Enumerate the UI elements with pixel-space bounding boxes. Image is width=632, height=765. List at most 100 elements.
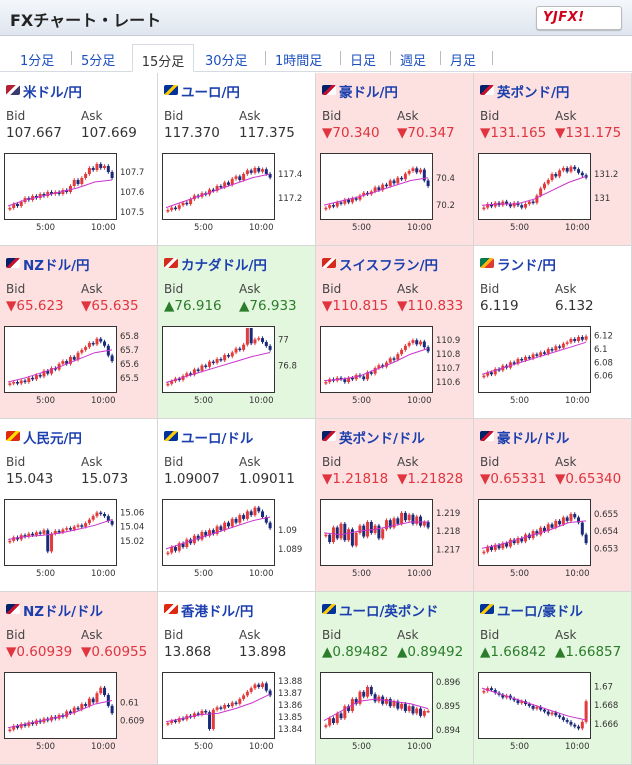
- pair-name[interactable]: 豪ドル/ドル: [497, 431, 570, 447]
- yjfx-logo[interactable]: YJFX!: [536, 6, 622, 30]
- ask-label: Ask: [81, 109, 103, 123]
- candle-body: [38, 532, 42, 534]
- candle-body: [343, 523, 347, 541]
- rate-cell[interactable]: 英ポンド/円 Bid Ask ▼131.165 ▼131.175 131.2 131 5:00…: [474, 73, 632, 246]
- pair-name[interactable]: ランド/円: [497, 258, 556, 274]
- bid-label: Bid: [480, 282, 500, 296]
- rate-cell[interactable]: ユーロ/円 Bid Ask 117.370 117.375 117.4 117.2 5:00 1…: [158, 73, 316, 246]
- pair-name[interactable]: 人民元/円: [23, 431, 82, 447]
- pair-name[interactable]: 英ポンド/ドル: [339, 431, 425, 447]
- mini-candle-chart[interactable]: 1.67 1.668 1.666 5:00 10:00: [478, 672, 628, 758]
- mini-candle-chart[interactable]: 1.219 1.218 1.217 5:00 10:00: [320, 499, 470, 585]
- rate-cell[interactable]: ランド/円 Bid Ask 6.119 6.132 6.12 6.1 6.08 6.06 5:00…: [474, 246, 632, 419]
- candle-body: [426, 347, 430, 352]
- ask-number: 1.21828: [407, 471, 464, 487]
- x-tick-label: 5:00: [36, 742, 55, 752]
- bid-value: ▼0.60939: [6, 644, 72, 660]
- candle-body: [245, 328, 249, 345]
- pair-name[interactable]: ユーロ/円: [181, 85, 240, 101]
- x-tick-label: 10:00: [565, 569, 590, 579]
- candle-body: [350, 377, 354, 380]
- rate-cell[interactable]: ユーロ/英ポンド Bid Ask ▲0.89482 ▲0.89492 0.896 0.895…: [316, 592, 474, 765]
- pair-name[interactable]: NZドル/ドル: [23, 604, 104, 620]
- tab-daily[interactable]: 日足: [350, 54, 377, 69]
- tab-weekly[interactable]: 週足: [400, 54, 427, 69]
- candle-body: [531, 201, 535, 204]
- rate-cell[interactable]: ユーロ/豪ドル Bid Ask ▲1.66842 ▲1.66857 1.67 1.668 1.…: [474, 592, 632, 765]
- candle-body: [208, 712, 212, 729]
- mini-candle-chart[interactable]: 0.655 0.654 0.653 5:00 10:00: [478, 499, 628, 585]
- moving-average-line: [323, 521, 428, 536]
- mini-candle-chart[interactable]: 110.9 110.8 110.7 110.6 5:00 10:00: [320, 326, 470, 412]
- rate-cell[interactable]: カナダドル/円 Bid Ask ▲76.916 ▲76.933 77 76.8 5:00 10:…: [158, 246, 316, 419]
- candle-body: [261, 338, 265, 343]
- rate-cell[interactable]: スイスフラン/円 Bid Ask ▼110.815 ▼110.833 110.9 110.8…: [316, 246, 474, 419]
- mini-candle-chart[interactable]: 13.88 13.87 13.86 13.85 13.84 5:00 10:00: [162, 672, 312, 758]
- rate-cell[interactable]: 豪ドル/円 Bid Ask ▼70.340 ▼70.347 70.4 70.2 5:00 10:…: [316, 73, 474, 246]
- hk-flag-icon: [164, 604, 178, 614]
- pair-name[interactable]: カナダドル/円: [181, 258, 267, 274]
- rate-cell[interactable]: 豪ドル/ドル Bid Ask ▼0.65331 ▼0.65340 0.655 0.654 0.…: [474, 419, 632, 592]
- candle-body: [42, 194, 46, 196]
- pair-name[interactable]: NZドル/円: [23, 258, 90, 274]
- candle-body: [384, 520, 388, 530]
- candle-body: [268, 345, 272, 350]
- candle-body: [106, 695, 110, 706]
- tab-15min[interactable]: 15分足: [132, 44, 194, 72]
- rate-cell[interactable]: ユーロ/ドル Bid Ask 1.09007 1.09011 1.09 1.089 5:00 1…: [158, 419, 316, 592]
- rate-cell[interactable]: NZドル/ドル Bid Ask ▼0.60939 ▼0.60955 0.61 0.609 5:…: [0, 592, 158, 765]
- candle-body: [497, 369, 501, 371]
- candle-body: [72, 707, 76, 714]
- moving-average-line: [7, 519, 113, 540]
- candle-body: [72, 356, 76, 360]
- rate-cell[interactable]: 人民元/円 Bid Ask 15.043 15.073 15.06 15.04 15.02 5:…: [0, 419, 158, 592]
- mini-candle-chart[interactable]: 6.12 6.1 6.08 6.06 5:00 10:00: [478, 326, 628, 412]
- tab-1hour[interactable]: 1時間足: [275, 54, 323, 69]
- candle-body: [531, 705, 535, 709]
- pair-name[interactable]: 米ドル/円: [23, 85, 82, 101]
- tab-30min[interactable]: 30分足: [205, 54, 248, 69]
- candle-body: [264, 517, 268, 523]
- candle-body: [482, 690, 486, 693]
- mini-candle-chart[interactable]: 131.2 131 5:00 10:00: [478, 153, 628, 239]
- pair-name[interactable]: ユーロ/英ポンド: [339, 604, 439, 620]
- pair-name[interactable]: 香港ドル/円: [181, 604, 254, 620]
- mini-candle-chart[interactable]: 0.896 0.895 0.894 5:00 10:00: [320, 672, 470, 758]
- mini-candle-chart[interactable]: 1.09 1.089 5:00 10:00: [162, 499, 312, 585]
- candle-body: [27, 722, 31, 726]
- ask-label: Ask: [397, 282, 419, 296]
- candle-body: [569, 166, 573, 172]
- trend-arrow: ▼: [480, 471, 491, 487]
- mini-candle-chart[interactable]: 0.61 0.609 5:00 10:00: [4, 672, 154, 758]
- x-tick-label: 5:00: [510, 396, 529, 406]
- rate-cell[interactable]: 香港ドル/円 Bid Ask 13.868 13.898 13.88 13.87 13.86 1…: [158, 592, 316, 765]
- tab-1min[interactable]: 1分足: [20, 54, 55, 69]
- candle-body: [103, 687, 107, 695]
- ask-label: Ask: [81, 282, 103, 296]
- mini-candle-chart[interactable]: 70.4 70.2 5:00 10:00: [320, 153, 470, 239]
- rate-cell[interactable]: 英ポンド/ドル Bid Ask ▼1.21818 ▼1.21828 1.219 1.218 1…: [316, 419, 474, 592]
- candle-body: [261, 511, 265, 517]
- mini-candle-chart[interactable]: 77 76.8 5:00 10:00: [162, 326, 312, 412]
- pair-name[interactable]: 英ポンド/円: [497, 85, 570, 101]
- pair-name[interactable]: 豪ドル/円: [339, 85, 398, 101]
- mini-candle-chart[interactable]: 65.8 65.7 65.6 65.5 5:00 10:00: [4, 326, 154, 412]
- pair-name[interactable]: スイスフラン/円: [339, 258, 439, 274]
- candle-body: [106, 166, 110, 172]
- rate-cell[interactable]: 米ドル/円 Bid Ask 107.667 107.669 107.7 107.6 107.5…: [0, 73, 158, 246]
- rate-cell[interactable]: NZドル/円 Bid Ask ▼65.623 ▼65.635 65.8 65.7 65.6 65…: [0, 246, 158, 419]
- tab-5min[interactable]: 5分足: [81, 54, 116, 69]
- tab-monthly[interactable]: 月足: [450, 54, 477, 69]
- mini-candle-chart[interactable]: 117.4 117.2 5:00 10:00: [162, 153, 312, 239]
- bid-label: Bid: [322, 455, 342, 469]
- candle-body: [261, 169, 265, 172]
- ask-value: ▲76.933: [239, 298, 297, 314]
- trend-arrow: ▼: [322, 298, 333, 314]
- mini-candle-chart[interactable]: 15.06 15.04 15.02 5:00 10:00: [4, 499, 154, 585]
- pair-name[interactable]: ユーロ/ドル: [181, 431, 254, 447]
- mini-candle-chart[interactable]: 107.7 107.6 107.5 5:00 10:00: [4, 153, 154, 239]
- pair-name[interactable]: ユーロ/豪ドル: [497, 604, 583, 620]
- candle-body: [482, 375, 486, 378]
- candle-body: [343, 706, 347, 719]
- candle-body: [422, 522, 426, 526]
